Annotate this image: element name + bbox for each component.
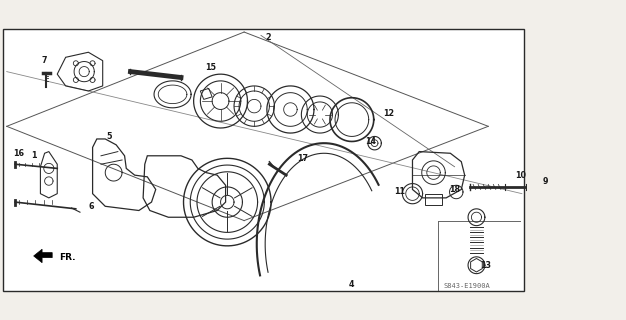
Text: 10: 10 xyxy=(515,171,526,180)
Text: 16: 16 xyxy=(13,149,24,158)
Text: 12: 12 xyxy=(383,109,394,118)
Text: 6: 6 xyxy=(88,202,94,211)
Polygon shape xyxy=(34,249,52,263)
Bar xyxy=(425,194,442,205)
Text: 15: 15 xyxy=(205,63,216,72)
Text: 17: 17 xyxy=(297,154,309,163)
Text: 18: 18 xyxy=(449,185,460,194)
Text: FR.: FR. xyxy=(59,253,75,262)
Text: 14: 14 xyxy=(365,137,376,146)
Text: 2: 2 xyxy=(265,33,270,42)
Text: 5: 5 xyxy=(106,132,112,141)
Text: 9: 9 xyxy=(543,177,548,186)
Text: 11: 11 xyxy=(394,188,406,196)
Text: 7: 7 xyxy=(41,56,46,65)
Text: 13: 13 xyxy=(480,261,491,270)
Text: 4: 4 xyxy=(349,280,354,289)
Text: S843-E1900A: S843-E1900A xyxy=(444,283,491,289)
Text: 1: 1 xyxy=(31,151,36,160)
